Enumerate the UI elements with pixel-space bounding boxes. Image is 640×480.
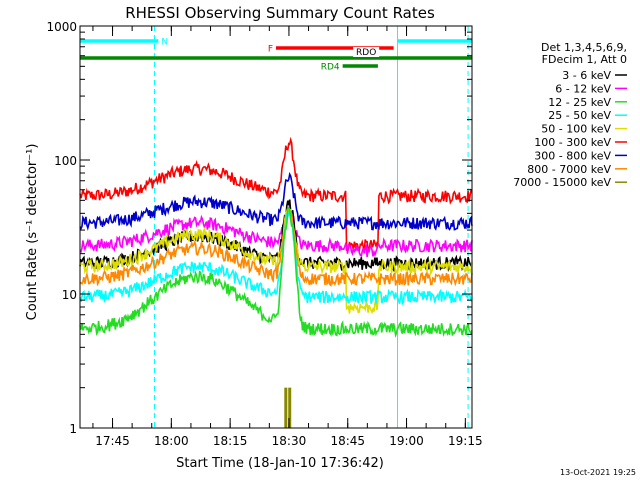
series-line-300-800keV: [79, 171, 473, 231]
flag-label-rdo: RDO: [356, 48, 376, 58]
y-tick-label: 1000: [46, 20, 77, 34]
x-tick-label: 18:15: [213, 434, 248, 448]
y-axis-label: Count Rate (s⁻¹ detector⁻¹): [25, 144, 40, 321]
flag-label-rd4: RD4: [321, 63, 340, 73]
x-tick-label: 19:15: [448, 434, 483, 448]
legend-item-label: 100 - 300 keV: [534, 136, 611, 149]
legend-item-label: 3 - 6 keV: [562, 69, 611, 82]
x-tick-label: 17:45: [95, 434, 130, 448]
legend-item-label: 7000 - 15000 keV: [513, 176, 611, 189]
flag-label-f: F: [268, 45, 273, 55]
flag-label-n: N: [161, 38, 168, 48]
axes: 1 10 100 1000 17:45 18:00 18:15 18:30 18:45 19:00…: [46, 20, 482, 448]
x-tick-label: 18:30: [272, 434, 307, 448]
plot-frame: [79, 25, 473, 429]
x-tick-label: 18:00: [154, 434, 189, 448]
legend-item-label: 6 - 12 keV: [555, 82, 611, 95]
legend-header-line: Det 1,3,4,5,6,9,: [541, 41, 627, 54]
y-tick-label: 1: [69, 422, 77, 436]
series-line-25-50keV: [79, 211, 473, 306]
series-line-800-7000keV: [79, 210, 473, 287]
legend-item-label: 300 - 800 keV: [534, 149, 611, 162]
y-tick-label: 10: [62, 288, 77, 302]
series-line-100-300keV: [79, 136, 473, 254]
flag-label-bg: [353, 47, 380, 57]
legend-header-line: FDecim 1, Att 0: [542, 53, 627, 66]
spike-bar: [284, 387, 288, 428]
footer-timestamp: 13-Oct-2021 19:25: [560, 468, 636, 477]
legend: Det 1,3,4,5,6,9,FDecim 1, Att 0 3 - 6 keV…: [513, 41, 627, 189]
x-tick-label: 19:00: [389, 434, 424, 448]
legend-item-label: 50 - 100 keV: [541, 123, 611, 136]
spike-bar: [288, 387, 292, 428]
y-tick-label: 100: [54, 154, 77, 168]
legend-item-label: 25 - 50 keV: [548, 109, 611, 122]
plot-area: N F RDO RD4: [79, 26, 473, 428]
legend-item-label: 12 - 25 keV: [548, 96, 611, 109]
x-tick-label: 18:45: [330, 434, 365, 448]
legend-item-label: 800 - 7000 keV: [527, 163, 611, 176]
chart-title: RHESSI Observing Summary Count Rates: [125, 4, 435, 22]
x-axis-label: Start Time (18-Jan-10 17:36:42): [176, 456, 384, 471]
series-line-12-25keV: [79, 206, 473, 338]
series-line-6-12keV: [79, 203, 473, 258]
